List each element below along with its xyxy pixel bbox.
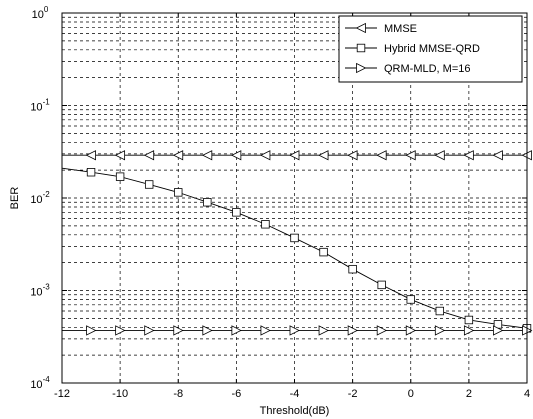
data-point <box>201 150 213 161</box>
x-tick-label: -4 <box>290 388 300 400</box>
x-axis-ticks: -12 -10 -8 -6 -4 -2 0 2 4 <box>54 13 530 400</box>
y-tick-label: 10-3 <box>30 283 50 299</box>
data-point <box>434 325 446 336</box>
series-3 <box>62 325 533 336</box>
legend-entry: MMSE <box>345 22 417 35</box>
legend-entry: Hybrid MMSE-QRD <box>345 43 480 55</box>
data-point <box>464 315 474 325</box>
x-tick-label: -12 <box>54 388 70 400</box>
x-axis-label: Threshold(dB) <box>260 405 330 417</box>
data-point <box>493 325 504 336</box>
data-point <box>115 325 126 336</box>
x-tick-label: 2 <box>466 388 472 400</box>
data-point <box>86 325 97 336</box>
data-point <box>290 233 299 243</box>
data-point <box>348 264 357 274</box>
y-tick-label: 10-4 <box>30 375 50 391</box>
data-point <box>232 208 241 217</box>
legend-label: QRM-MLD, M=16 <box>384 63 471 75</box>
legend-entry: QRM-MLD, M=16 <box>345 62 471 75</box>
data-point <box>347 150 358 161</box>
legend-label: Hybrid MMSE-QRD <box>384 43 480 55</box>
data-point <box>173 325 184 336</box>
legend-marker <box>356 43 366 53</box>
data-point <box>376 325 388 336</box>
data-point <box>261 220 270 229</box>
data-point <box>143 150 155 161</box>
data-point <box>406 295 415 304</box>
data-point <box>405 150 416 161</box>
data-point <box>231 325 242 336</box>
x-tick-label: -6 <box>231 388 241 400</box>
data-point <box>203 198 212 207</box>
data-point <box>85 150 96 161</box>
data-point <box>377 280 386 290</box>
data-point <box>405 325 417 336</box>
y-tick-label: 10-2 <box>30 190 50 206</box>
data-point <box>114 150 126 161</box>
data-point <box>115 172 125 181</box>
data-point <box>260 150 271 161</box>
data-point <box>289 150 300 161</box>
data-point <box>347 325 359 336</box>
data-point <box>289 325 300 336</box>
legend-marker <box>356 62 367 74</box>
legend-label: MMSE <box>384 23 417 35</box>
data-point <box>463 325 475 336</box>
data-point <box>86 168 96 177</box>
data-point <box>435 306 445 316</box>
data-point <box>144 325 155 336</box>
y-axis-ticks: 100 10-1 10-2 10-3 10-4 <box>30 5 527 391</box>
x-tick-label: -10 <box>112 388 128 400</box>
data-point <box>319 247 328 257</box>
data-point <box>492 150 503 161</box>
x-tick-label: 4 <box>524 388 530 400</box>
x-tick-label: -8 <box>173 388 183 400</box>
legend-marker <box>355 22 366 34</box>
data-point <box>230 150 242 161</box>
data-point <box>202 325 213 336</box>
series-2 <box>61 167 532 333</box>
x-tick-label: 0 <box>408 388 414 400</box>
data-point <box>376 150 387 161</box>
y-tick-label: 100 <box>32 5 49 21</box>
data-point <box>144 180 154 189</box>
data-point <box>174 188 183 197</box>
data-point <box>318 150 329 161</box>
x-tick-label: -2 <box>348 388 358 400</box>
data-point <box>434 150 445 161</box>
y-axis-label: BER <box>9 187 21 210</box>
legend-box <box>338 15 523 83</box>
data-point <box>172 150 184 161</box>
data-point <box>260 325 271 336</box>
data-point <box>463 150 474 161</box>
legend: MMSE Hybrid MMSE-QRD QRM-MLD, M=16 <box>338 15 523 83</box>
y-tick-label: 10-1 <box>30 98 50 114</box>
data-point <box>318 325 329 336</box>
